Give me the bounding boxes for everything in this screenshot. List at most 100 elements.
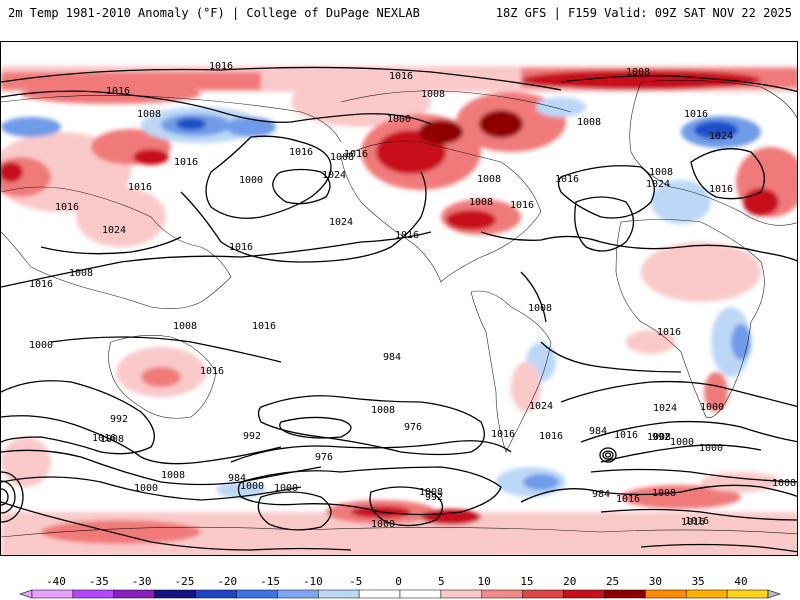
colorbar-tick-label: 15 [520,575,534,588]
isobar-label: 1016 [344,149,368,160]
colorbar-swatch [72,589,115,599]
isobar-label: 1024 [529,401,553,412]
coastlines [1,80,797,538]
colorbar-max-arrow [767,589,781,599]
isobar-label: 1008 [577,117,601,128]
isobar-label: 976 [315,452,333,463]
isobar-label: 1016 [555,174,579,185]
isobar-label: 1016 [252,321,276,332]
isobar-label: 984 [383,352,401,363]
isobar-label: 992 [243,431,261,442]
colorbar-swatch [31,589,74,599]
colorbar-swatch [685,589,728,599]
colorbar-tick-label: -5 [349,575,363,588]
isobar-label: 984 [589,426,607,437]
isobar-label: 1008 [647,432,671,443]
isobar-label: 1016 [539,431,563,442]
isobar-label: 1024 [646,179,670,190]
map-title: 2m Temp 1981-2010 Anomaly (°F) | College… [8,6,420,20]
isobar-label: 1008 [161,470,185,481]
isobar-label: 1000 [29,340,53,351]
isobar-label: 984 [228,473,246,484]
isobar-label: 1016 [395,230,419,241]
isobar-label: 1000 [700,402,724,413]
isobar-label: 1016 [681,517,705,528]
isobar-label: 1008 [528,303,552,314]
isobar-label: 992 [110,414,128,425]
isobar-label: 1024 [322,170,346,181]
colorbar-tick-label: 30 [648,575,662,588]
isobar-label: 1024 [709,131,733,142]
isobar-label: 1024 [102,225,126,236]
isobar-label: 1000 [134,483,158,494]
colorbar-tick-label: 40 [734,575,748,588]
isobar-label: 1008 [69,268,93,279]
isobar-label: 1016 [491,429,515,440]
isobar-label: 1008 [477,174,501,185]
isobar-label: 1000 [699,443,723,454]
isobar-label: 1000 [670,437,694,448]
colorbar-tick-label: 5 [438,575,445,588]
isobar-label: 1008 [330,152,354,163]
colorbar-swatch [604,589,646,599]
isobar-label: 1000 [387,114,411,125]
isobar-label: 1016 [616,494,640,505]
isobar-label: 1016 [389,71,413,82]
colorbar-swatch [113,589,155,599]
isobar-label: 1008 [772,478,796,489]
isobar-label: 1016 [55,202,79,213]
isobar-label: 1016 [200,366,224,377]
colorbar-tick-label: -25 [174,575,195,588]
isobar-label: 1008 [469,197,493,208]
isobar-label: 1008 [173,321,197,332]
isobar-label: 1008 [652,488,676,499]
colorbar-swatch [522,589,564,599]
isobar-label: 992 [425,492,443,503]
isobar-label: 1008 [419,487,443,498]
isobar-label: 984 [592,489,610,500]
isobar-label: 1008 [371,405,395,416]
isobar-label: 1000 [240,481,264,492]
isobar-label: 976 [404,422,422,433]
isobar-label: 1008 [100,434,124,445]
isobar-label: 992 [652,432,670,443]
isobar-label: 1016 [92,433,116,444]
isobar-label: 1000 [274,483,298,494]
model-run-valid-time: 18Z GFS | F159 Valid: 09Z SAT NOV 22 202… [495,6,792,20]
colorbar-swatch [399,589,442,599]
isobar-label: 1016 [510,200,534,211]
isobar-label: 1016 [209,61,233,72]
colorbar-swatch [154,589,196,599]
colorbar-swatch [645,589,687,599]
isobar-label: 1024 [329,217,353,228]
temperature-anomaly-shading [1,66,797,555]
colorbar-swatch [236,589,278,599]
isobar-label: 1016 [614,430,638,441]
isobar-label: 1016 [684,109,708,120]
colorbar-swatch [563,589,605,599]
isobar-label: 1016 [657,327,681,338]
colorbar-tick-label: -10 [302,575,323,588]
colorbar-min-arrow [19,589,33,599]
isobar-label: 1008 [626,67,650,78]
colorbar-swatch [277,589,319,599]
colorbar-swatch [440,589,483,599]
isobar-label: 1008 [421,89,445,100]
isobar-label: 1000 [371,519,395,530]
isobar-label: 1008 [137,109,161,120]
colorbar-swatch [358,589,401,599]
isobar-label: 1016 [128,182,152,193]
colorbar-tick-label: -30 [131,575,152,588]
isobar-label: 1016 [229,242,253,253]
isobar-label: 1016 [106,86,130,97]
colorbar-tick-label: 0 [395,575,402,588]
isobar-label: 1016 [709,184,733,195]
isobar-label: 1008 [649,167,673,178]
colorbar-tick-label: 35 [691,575,705,588]
temperature-anomaly-colorbar [19,589,781,599]
weather-map: 1016 1016 1008 1016 1008 1008 1000 1016 1008 1024… [0,41,798,556]
colorbar-tick-label: 25 [605,575,620,588]
isobar-label: 1000 [239,175,263,186]
